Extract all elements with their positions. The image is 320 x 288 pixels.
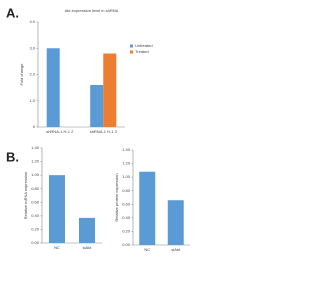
x-tick-label: NC (144, 247, 150, 252)
y-axis-label: Fold change (19, 63, 24, 86)
y-tick-label: 0.40 (122, 215, 131, 220)
bar (79, 217, 95, 243)
legend-swatch (130, 44, 133, 48)
x-tick-label: siAkt (171, 247, 181, 252)
y-axis-label: Relative mRNA expression (23, 172, 28, 220)
y-tick-label: 1.00 (122, 174, 131, 179)
x-tick-label: shRNA-1 H-1 2 (46, 129, 74, 134)
bar (139, 171, 156, 245)
legend-label: Treated (135, 49, 149, 54)
y-tick-label: 1.20 (31, 159, 40, 164)
y-tick-label: 4.0 (29, 19, 35, 24)
y-tick-label: 0.80 (31, 186, 40, 191)
y-tick-label: 3.0 (29, 45, 35, 50)
y-tick-label: 1.40 (122, 147, 131, 152)
y-tick-label: 1.00 (31, 172, 40, 177)
y-tick-label: 0 (33, 124, 36, 129)
y-tick-label: 1.40 (31, 145, 40, 150)
y-tick-label: 0.20 (122, 228, 131, 233)
y-tick-label: 1.0 (29, 98, 35, 103)
x-tick-label: shRNA-1 H-1 3 (90, 129, 118, 134)
legend-label: Untreated (135, 43, 153, 48)
panel-label: B. (6, 149, 19, 164)
y-tick-label: 1.20 (122, 161, 131, 166)
x-tick-label: siAkt (83, 245, 93, 250)
figure: A. B. Akt expression level in shRNA 0 1.0 2… (6, 5, 190, 252)
bar (49, 175, 65, 243)
y-tick-label: 0.40 (31, 213, 40, 218)
panel-label: A. (6, 5, 19, 20)
bar (167, 200, 184, 245)
bar (103, 53, 117, 127)
legend-swatch (130, 50, 133, 54)
y-tick-label: 0.00 (122, 242, 131, 247)
x-tick-label: NC (54, 245, 60, 250)
bar (46, 48, 60, 127)
y-tick-label: 2.0 (29, 72, 35, 77)
bar (90, 85, 104, 127)
y-axis-label: Relative protein expression (114, 173, 119, 221)
y-tick-label: 0.60 (122, 201, 131, 206)
chart-title: Akt expression level in shRNA (65, 8, 119, 13)
y-tick-label: 0.60 (31, 199, 40, 204)
y-tick-label: 0.00 (31, 240, 40, 245)
y-tick-label: 0.20 (31, 226, 40, 231)
y-tick-label: 0.80 (122, 188, 131, 193)
